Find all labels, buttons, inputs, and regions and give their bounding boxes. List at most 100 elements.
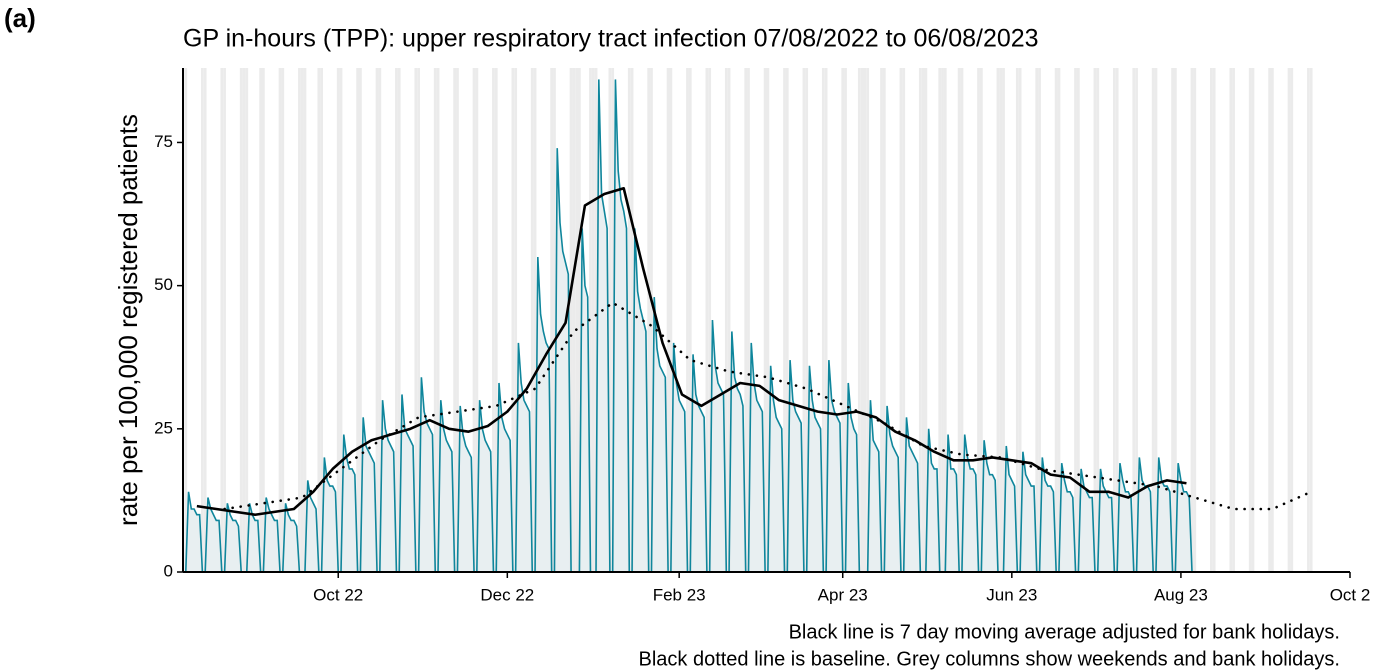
non-working-day [298, 68, 301, 572]
x-tick-label: Jun 23 [986, 585, 1037, 604]
non-working-day [414, 68, 418, 572]
non-working-day [805, 68, 809, 572]
non-working-day [397, 68, 401, 572]
non-working-day [957, 68, 961, 572]
non-working-day [1151, 68, 1155, 572]
non-working-day [844, 68, 847, 572]
non-working-day [866, 68, 870, 572]
non-working-day [259, 68, 263, 572]
non-working-day [1154, 68, 1158, 572]
x-tick-label: Feb 23 [653, 585, 706, 604]
non-working-day [1015, 68, 1019, 572]
non-working-day [572, 68, 576, 572]
non-working-day [594, 68, 598, 572]
non-working-day [1173, 68, 1177, 572]
non-working-day [1171, 68, 1174, 572]
non-working-day [1229, 68, 1233, 572]
non-working-day [724, 68, 728, 572]
non-working-day [650, 68, 653, 572]
non-working-day [1190, 68, 1194, 572]
non-working-day [763, 68, 767, 572]
non-working-day [857, 68, 861, 572]
moving-average-line [196, 186, 1187, 517]
non-working-day [281, 68, 285, 572]
non-working-day [1251, 68, 1255, 572]
non-working-day [1193, 68, 1197, 572]
note: Black dotted line is baseline. Grey colu… [638, 648, 1340, 670]
non-working-day [339, 68, 343, 572]
non-working-day [494, 68, 498, 572]
non-working-day [453, 68, 457, 572]
non-working-day [533, 68, 537, 572]
non-working-day [1309, 68, 1313, 572]
non-working-day [783, 68, 786, 572]
non-working-day [1018, 68, 1022, 572]
non-working-day [550, 68, 554, 572]
non-working-day [1132, 68, 1136, 572]
non-working-day [1232, 68, 1235, 572]
non-working-day [320, 68, 323, 572]
non-working-day [1054, 68, 1058, 572]
non-working-day [899, 68, 903, 572]
y-axis-label: rate per 100,000 registered patients [113, 114, 143, 526]
x-tick-label: Oct 22 [313, 585, 363, 604]
non-working-day [902, 68, 906, 572]
non-working-day [921, 68, 925, 572]
non-working-day [395, 68, 398, 572]
non-working-day [1002, 68, 1005, 572]
non-working-day [492, 68, 495, 572]
non-working-day [1038, 68, 1041, 572]
x-tick-label: Aug 23 [1154, 585, 1208, 604]
non-working-day [1290, 68, 1294, 572]
non-working-day [553, 68, 556, 572]
non-working-day [417, 68, 421, 572]
non-working-day [1076, 68, 1080, 572]
non-working-day [1270, 68, 1274, 572]
non-working-day [821, 68, 825, 572]
x-tick-label: Dec 22 [480, 585, 534, 604]
non-working-day [336, 68, 340, 572]
non-working-day [977, 68, 980, 572]
non-working-day [1287, 68, 1291, 572]
non-working-day [184, 68, 188, 572]
x-tick-label: Apr 23 [818, 585, 868, 604]
non-working-day [223, 68, 226, 572]
non-working-day [436, 68, 440, 572]
non-working-day [239, 68, 243, 572]
non-working-day [1057, 68, 1061, 572]
non-working-day [708, 68, 712, 572]
non-working-day [242, 68, 246, 572]
non-working-day [666, 68, 670, 572]
non-working-day [472, 68, 476, 572]
non-working-day [203, 68, 207, 572]
non-working-day [433, 68, 437, 572]
non-working-day [1035, 68, 1039, 572]
non-working-day [591, 68, 595, 572]
non-working-day [356, 68, 360, 572]
non-working-day [511, 68, 515, 572]
non-working-day [1115, 68, 1119, 572]
non-working-day [378, 68, 382, 572]
x-tick-label: Oct 2 [1330, 585, 1371, 604]
non-working-day [996, 68, 1000, 572]
non-working-day [727, 68, 731, 572]
non-working-day [475, 68, 479, 572]
non-working-day [1074, 68, 1077, 572]
non-working-day [744, 68, 748, 572]
non-working-day [747, 68, 750, 572]
non-working-day [1212, 68, 1216, 572]
non-working-day [918, 68, 922, 572]
non-working-day [882, 68, 886, 572]
non-working-day [1268, 68, 1271, 572]
non-working-day [514, 68, 518, 572]
non-working-day [530, 68, 534, 572]
note: Black line is 7 day moving average adjus… [789, 621, 1340, 643]
non-working-day [1112, 68, 1116, 572]
y-tick-label: 0 [164, 561, 173, 580]
non-working-day [278, 68, 282, 572]
non-working-day [705, 68, 709, 572]
non-working-day [924, 68, 928, 572]
non-working-day [359, 68, 362, 572]
non-working-day [578, 68, 581, 572]
non-working-day [630, 68, 634, 572]
